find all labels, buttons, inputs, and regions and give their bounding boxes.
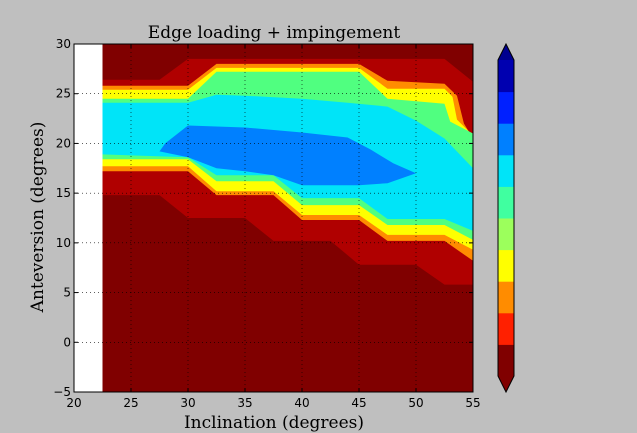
x-tick-label: 35 (237, 396, 252, 410)
colorbar-segment (498, 60, 514, 93)
colorbar-segment (498, 218, 514, 251)
x-tick-label: 40 (294, 396, 309, 410)
x-tick-label: 30 (180, 396, 195, 410)
y-tick-label: 10 (56, 236, 71, 250)
plot-area: 20 25 30 35 40 45 50 55 −5 0 5 10 15 20 25 30 (53, 37, 480, 410)
colorbar-segment (498, 154, 514, 187)
x-tick-label: 25 (123, 396, 138, 410)
colorbar-extend-bottom (498, 376, 514, 392)
grid-lines (74, 44, 473, 392)
chart-title: Edge loading + impingement (148, 23, 401, 43)
contour-region-blue-core (159, 125, 416, 186)
x-axis-label: Inclination (degrees) (184, 413, 364, 433)
x-tick-labels: 20 25 30 35 40 45 50 55 (66, 396, 480, 410)
colorbar-segment (498, 312, 514, 345)
y-axis-label: Anteversion (degrees) (28, 122, 48, 314)
colorbar-segment (498, 249, 514, 282)
x-tick-label: 55 (465, 396, 480, 410)
colorbar-segment (498, 281, 514, 314)
colorbar-segment (498, 186, 514, 219)
y-tick-label: 25 (56, 87, 71, 101)
colorbar-extend-top (498, 44, 514, 60)
axes-frame (73, 43, 474, 393)
colorbar-segment (498, 344, 514, 377)
x-tick-label: 20 (66, 396, 81, 410)
y-tick-label: 20 (56, 136, 71, 150)
y-tick-label: −5 (53, 385, 71, 399)
x-tick-label: 45 (351, 396, 366, 410)
colorbar-segment (498, 123, 514, 156)
y-tick-labels: −5 0 5 10 15 20 25 30 (53, 37, 71, 399)
colorbar-segment (498, 91, 514, 124)
contour-regions (102, 44, 473, 392)
colorbar (497, 42, 515, 394)
y-tick-label: 0 (63, 335, 71, 349)
axis-ticks (73, 43, 474, 393)
x-tick-label: 50 (408, 396, 423, 410)
colorbar-outline (497, 42, 515, 394)
y-tick-label: 15 (56, 186, 71, 200)
y-tick-label: 30 (56, 37, 71, 51)
y-tick-label: 5 (63, 286, 71, 300)
